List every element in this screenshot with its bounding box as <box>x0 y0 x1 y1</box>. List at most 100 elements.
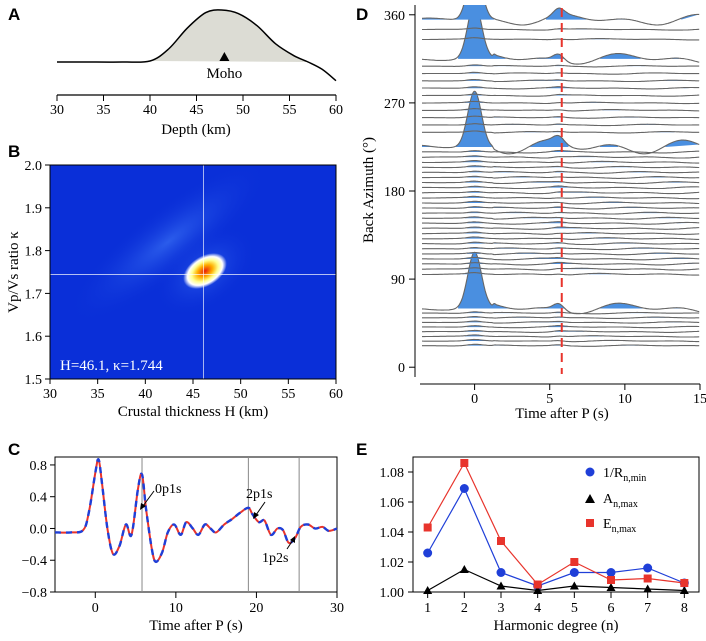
best-fit-annotation: H=46.1, κ=1.744 <box>60 358 163 374</box>
rf-trace <box>422 211 700 215</box>
rf-x-tick-label: 0 <box>92 601 99 616</box>
point-circle <box>459 484 469 493</box>
baz-y-tick-label: 360 <box>384 9 405 24</box>
rf-trace <box>422 180 700 185</box>
panel-b-hk-stack: H=46.1, κ=1.744 30 35 40 45 50 55 60 1.5 1.6 1.7 1… <box>6 159 344 420</box>
baz-y-label: Back Azimuth (°) <box>361 137 377 243</box>
rf-trace <box>422 93 700 97</box>
point-square <box>680 579 689 587</box>
heatmap-axis-ticks: 30 35 40 45 50 55 60 1.5 1.6 1.7 1.8 1.9 2.0 <box>25 159 344 402</box>
annotation-2p1s-arrow <box>255 501 266 516</box>
rf-trace <box>422 165 700 169</box>
heatmap-x-tick-label: 45 <box>186 387 200 402</box>
rf-traces <box>422 5 700 347</box>
annotation-1p2s-arrowhead-icon <box>290 536 295 543</box>
panel-label-e: E <box>356 440 367 459</box>
rf-trace-positive-fill <box>464 236 619 239</box>
baz-x-tick-label: 10 <box>618 392 632 407</box>
point-triangle <box>533 586 543 594</box>
panel-label-c: C <box>8 440 20 459</box>
heatmap-x-tick-label: 60 <box>329 387 343 402</box>
heatmap-y-tick-label: 1.7 <box>25 287 43 302</box>
baz-y-tick-label: 180 <box>384 185 405 200</box>
rf-trace-positive-fill <box>422 91 700 147</box>
rf-trace <box>422 160 700 164</box>
point-circle <box>423 548 433 558</box>
point-circle <box>643 563 653 573</box>
rf-predicted-line <box>54 458 338 564</box>
harmonic-y-tick-label: 1.00 <box>380 586 405 601</box>
rf-trace <box>422 27 700 31</box>
rf-trace <box>422 241 700 246</box>
heatmap-y-label: Vp/Vs ratio κ <box>6 231 22 313</box>
rf-trace <box>422 195 700 200</box>
heatmap-halo-band <box>67 165 269 324</box>
heatmap-x-tick-label: 35 <box>91 387 105 402</box>
harmonic-x-tick-label: 5 <box>571 601 578 616</box>
heatmap-y-tick-label: 2.0 <box>25 159 43 174</box>
rf-trace <box>422 226 700 230</box>
rf-y-tick-label: −0.4 <box>22 554 47 569</box>
panel-label-b: B <box>8 142 20 161</box>
harmonic-x-label: Harmonic degree (n) <box>494 618 619 634</box>
phase-lines <box>141 457 300 592</box>
baz-y-tick-label: 90 <box>391 273 405 288</box>
harmonic-y-tick-label: 1.08 <box>380 466 405 481</box>
legend-1r: 1/Rn,min <box>603 466 646 484</box>
harmonic-y-tick-label: 1.06 <box>380 496 405 511</box>
harmonic-x-tick-label: 6 <box>608 601 615 616</box>
heatmap-x-label: Crustal thickness H (km) <box>118 404 268 420</box>
point-triangle <box>496 581 506 590</box>
legend-triangle-icon <box>585 494 595 503</box>
baz-x-tick-label: 15 <box>693 392 706 407</box>
rf-trace <box>422 311 700 315</box>
baz-y-tick-label: 270 <box>384 97 405 112</box>
legend-a: An,max <box>603 492 638 510</box>
rf-trace <box>422 115 700 119</box>
rf-x-tick-label: 30 <box>330 601 344 616</box>
point-square <box>497 537 505 545</box>
baz-x-tick-label: 0 <box>471 392 478 407</box>
point-square <box>423 523 432 532</box>
rf-trace-positive-fill <box>462 272 612 275</box>
point-triangle <box>569 581 579 590</box>
annotation-0p1s-arrowhead-icon <box>140 503 146 510</box>
rf-trace-positive-fill <box>464 155 596 158</box>
rf-trace <box>422 5 700 65</box>
harmonic-x-tick-label: 4 <box>534 601 541 616</box>
point-triangle <box>459 565 469 573</box>
rf-trace <box>422 267 700 271</box>
depth-axis-label: Depth (km) <box>161 122 231 138</box>
rf-trace <box>422 216 700 220</box>
rf-trace <box>422 247 700 251</box>
rf-trace <box>422 100 700 105</box>
rf-trace <box>422 261 700 266</box>
series-line-a <box>427 568 685 592</box>
rf-trace <box>422 123 700 127</box>
rf-trace <box>422 325 700 329</box>
heatmap-x-tick-label: 50 <box>234 387 248 402</box>
point-circle <box>606 568 616 577</box>
rf-axis-ticks: 0 10 20 30 −0.8 −0.4 0.0 0.4 0.8 <box>22 459 344 616</box>
rf-trace <box>422 256 700 261</box>
point-triangle <box>606 583 616 591</box>
series-line-1r <box>427 487 685 587</box>
annotation-0p1s: 0p1s <box>155 482 181 497</box>
rf-trace <box>422 190 700 195</box>
rf-trace <box>422 343 700 347</box>
annotation-1p2s: 1p2s <box>262 551 288 566</box>
rf-trace <box>422 334 700 338</box>
harmonic-x-tick-label: 2 <box>461 601 468 616</box>
rf-trace <box>422 130 700 134</box>
point-square <box>533 580 542 589</box>
baz-axis-ticks: 0 5 10 15 0 90 180 270 360 <box>384 9 706 407</box>
rf-trace <box>422 221 700 225</box>
baz-x-tick-label: 5 <box>546 392 553 407</box>
rf-y-tick-label: −0.8 <box>22 586 47 601</box>
depth-tick-label: 40 <box>143 103 157 118</box>
rf-trace <box>422 37 700 41</box>
harmonic-x-tick-label: 8 <box>681 601 688 616</box>
rf-trace <box>422 108 700 112</box>
rf-trace-positive-fill <box>467 165 632 168</box>
